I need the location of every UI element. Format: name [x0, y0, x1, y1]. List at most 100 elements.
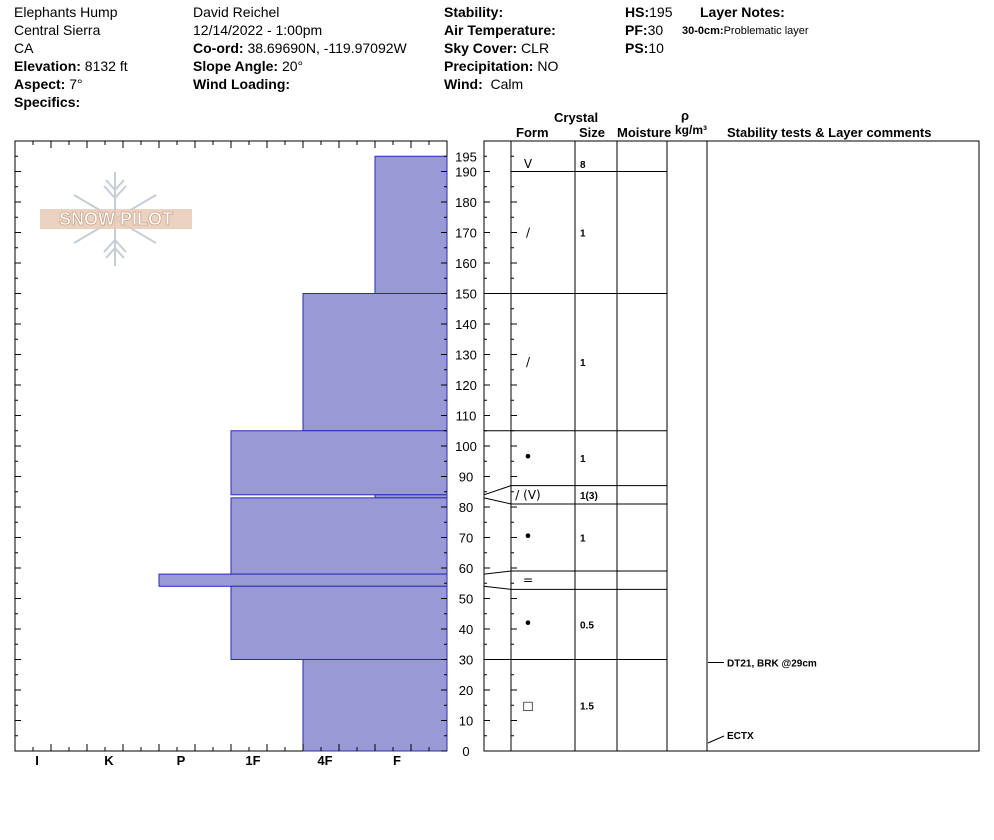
coord-value: 38.69690N, -119.97092W: [247, 40, 407, 56]
moisture-header: Moisture: [617, 125, 672, 140]
boundary-connector: [483, 570, 512, 575]
wind: Wind: Calm: [444, 75, 523, 93]
grain-form: □: [522, 698, 533, 712]
wind-label: Wind:: [444, 76, 483, 92]
hardness-label: 4F: [317, 753, 332, 768]
y-tick-label: 195: [455, 149, 477, 164]
boundary-connector: [483, 485, 512, 496]
y-tick-label: 20: [459, 683, 473, 698]
logo-band: [40, 209, 192, 229]
pf: PF:30: [625, 21, 663, 39]
grain-size: 1: [580, 229, 586, 240]
hardness-label: I: [35, 753, 39, 768]
y-tick-label: 180: [455, 195, 477, 210]
layer-notes-label: Layer Notes:: [700, 4, 785, 20]
mountain-range: Central Sierra: [14, 22, 101, 38]
rho-header: ρ: [681, 108, 690, 123]
precipitation: Precipitation: NO: [444, 57, 558, 75]
grain-size: 1(3): [580, 491, 598, 502]
layer-note-text: Problematic layer: [723, 25, 809, 37]
hardness-bar-0: [374, 155, 448, 294]
grain-form: /: [526, 226, 531, 240]
hardness-bar-2: [230, 430, 448, 496]
hardness-bar-6: [230, 585, 448, 660]
hardness-bar-4: [230, 497, 448, 575]
sky-cover: Sky Cover: CLR: [444, 39, 549, 57]
hardness-label: K: [104, 753, 114, 768]
y-tick-label: 80: [459, 500, 473, 515]
y-tick-label: 100: [455, 439, 477, 454]
y-tick-label: 0: [462, 744, 469, 759]
size-header: Size: [579, 125, 606, 140]
grain-form: =: [523, 573, 533, 587]
slope-label: Slope Angle:: [193, 58, 279, 74]
stability-test: DT21, BRK @29cm: [727, 659, 817, 670]
stability-label: Stability:: [444, 4, 504, 20]
y-tick-label: 160: [455, 256, 477, 271]
grain-size: 0.5: [580, 620, 594, 631]
sky-label: Sky Cover:: [444, 40, 518, 56]
y-tick-label: 130: [455, 348, 477, 363]
ps: PS:10: [625, 39, 664, 57]
layer-note: 30-0cm:Problematic layer: [682, 22, 809, 40]
boundary-connector: [483, 585, 512, 590]
y-tick-label: 110: [456, 409, 477, 424]
hs: HS:195: [625, 3, 672, 21]
grain-form: / (V): [515, 488, 540, 502]
elevation-value: 8132 ft: [84, 58, 128, 74]
hardness-label: 1F: [245, 753, 260, 768]
aspect-label: Aspect:: [14, 76, 66, 92]
logo-text: SNOW PILOT: [59, 209, 173, 229]
grain-size: 1: [580, 454, 586, 465]
air-temp-label: Air Temperature:: [444, 22, 556, 38]
grain-form: •: [523, 527, 532, 546]
y-tick-label: 90: [459, 470, 473, 485]
ps-label: PS:: [625, 40, 649, 56]
y-tick-label: 30: [459, 653, 473, 668]
hardness-label: P: [177, 753, 186, 768]
grain-form: V: [524, 157, 533, 171]
wind-value: Calm: [490, 76, 524, 92]
precip-label: Precipitation:: [444, 58, 534, 74]
density-unit-header: kg/m³: [675, 123, 708, 137]
pf-label: PF:: [625, 22, 648, 38]
aspect-value: 7°: [69, 76, 83, 92]
crystal-header: Crystal: [554, 110, 599, 125]
grain-size: 8: [580, 160, 586, 171]
sky-value: CLR: [521, 40, 550, 56]
coord-label: Co-ord:: [193, 40, 244, 56]
y-tick-label: 150: [455, 287, 477, 302]
y-tick-label: 70: [459, 531, 473, 546]
elevation: Elevation: 8132 ft: [14, 57, 128, 75]
wind-loading-label: Wind Loading:: [193, 76, 291, 92]
y-tick-label: 10: [459, 714, 473, 729]
coordinates: Co-ord: 38.69690N, -119.97092W: [193, 39, 407, 57]
y-tick-label: 50: [459, 592, 473, 607]
hardness-bar-5: [158, 573, 448, 587]
observer: David Reichel: [193, 4, 280, 20]
y-tick-label: 40: [459, 622, 473, 637]
slope-angle: Slope Angle: 20°: [193, 57, 303, 75]
form-header: Form: [516, 125, 549, 140]
state: CA: [14, 40, 34, 56]
grain-form: •: [523, 613, 532, 632]
slope-value: 20°: [281, 58, 304, 74]
y-tick-label: 60: [459, 561, 473, 576]
hardness-bar-1: [302, 293, 448, 432]
precip-value: NO: [537, 58, 559, 74]
boundary-connector: [483, 497, 512, 505]
aspect: Aspect: 7°: [14, 75, 83, 93]
ps-value: 10: [648, 40, 664, 56]
elevation-label: Elevation:: [14, 58, 81, 74]
y-tick-label: 190: [455, 165, 477, 180]
location-name: Elephants Hump: [14, 4, 118, 20]
hs-value: 195: [649, 4, 673, 20]
test-pointer: [707, 735, 725, 744]
y-tick-label: 170: [455, 226, 477, 241]
stability-test: ECTX: [727, 731, 754, 742]
stability-tests-header: Stability tests & Layer comments: [727, 125, 932, 140]
grain-size: 1.5: [580, 701, 594, 712]
hardness-label: F: [393, 753, 401, 768]
y-tick-label: 140: [455, 317, 477, 332]
